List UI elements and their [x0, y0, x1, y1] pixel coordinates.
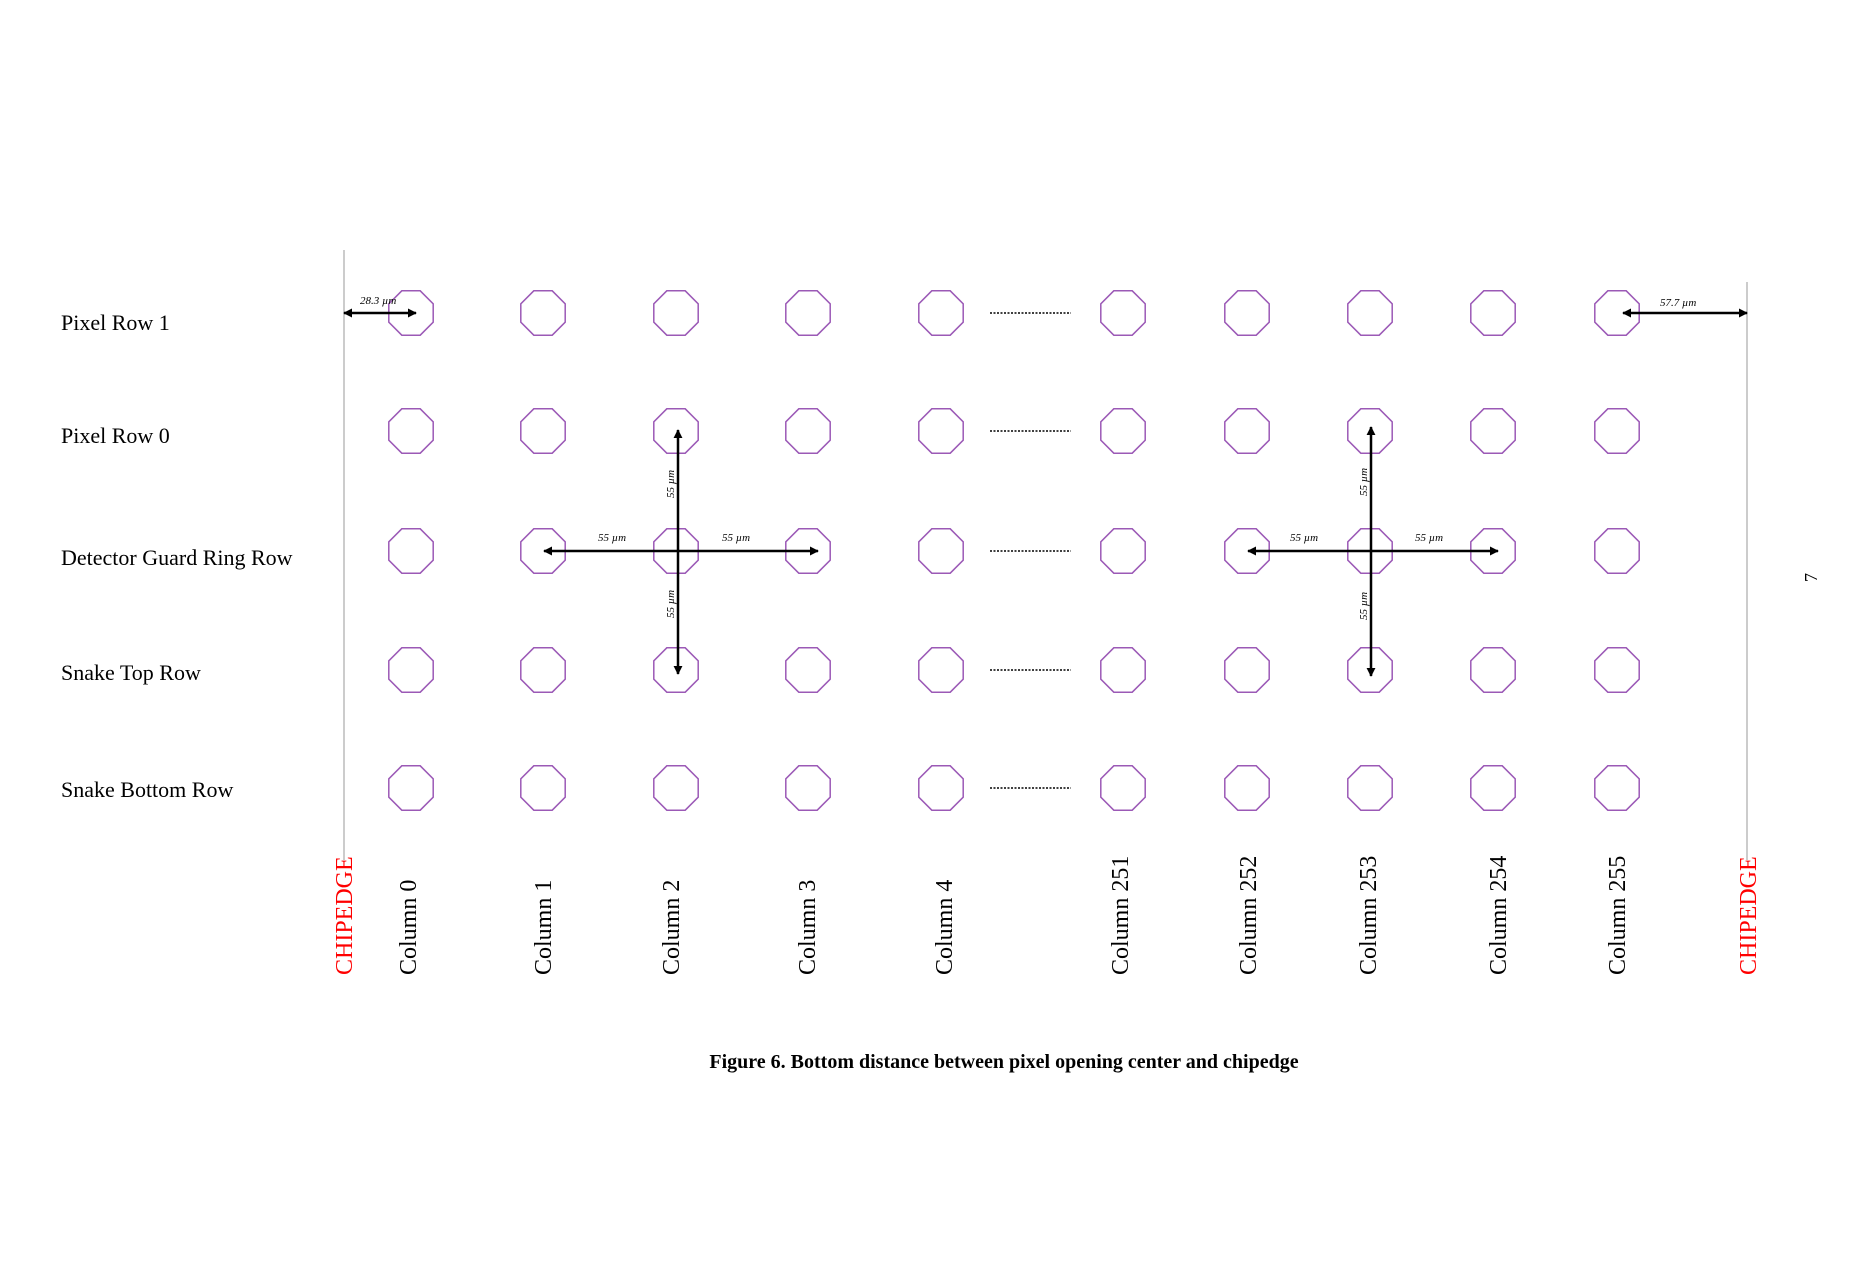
row-label-guard-ring-row: Detector Guard Ring Row [61, 545, 293, 570]
row-label-pixel-row-1: Pixel Row 1 [61, 310, 170, 335]
pitch-label-left-b: 55 µm [1290, 532, 1318, 544]
pixel-opening-r1-c4 [918, 408, 964, 454]
pitch-label-left-a: 55 µm [598, 532, 626, 544]
pixel-opening-r1-c251 [1100, 408, 1146, 454]
pixel-opening-r2-c3 [785, 528, 831, 574]
pixel-opening-r2-c253 [1347, 528, 1393, 574]
pitch-label-down-b: 55 µm [1358, 592, 1370, 620]
chipedge-label-left: CHIPEDGE [332, 856, 358, 975]
column-label-1: Column 1 [531, 880, 557, 975]
pixel-opening-r3-c2 [653, 647, 699, 693]
pixel-grid [388, 290, 1640, 811]
row-label-snake-bottom-row: Snake Bottom Row [61, 777, 233, 802]
column-label-4: Column 4 [932, 880, 958, 975]
pixel-opening-r1-c1 [520, 408, 566, 454]
pitch-label-right-a: 55 µm [722, 532, 750, 544]
pitch-label-down-a: 55 µm [665, 590, 677, 618]
chipedge-label-right: CHIPEDGE [1736, 856, 1762, 975]
pixel-opening-r3-c255 [1594, 647, 1640, 693]
page-number: 7 [1801, 573, 1821, 582]
pixel-opening-r4-c252 [1224, 765, 1270, 811]
pixel-opening-r3-c251 [1100, 647, 1146, 693]
pitch-label-up-a: 55 µm [665, 470, 677, 498]
pixel-opening-r0-c255 [1594, 290, 1640, 336]
pixel-opening-r0-c253 [1347, 290, 1393, 336]
right-edge-dimension-label: 57.7 µm [1660, 297, 1696, 309]
column-label-3: Column 3 [795, 880, 821, 975]
row-label-snake-top-row: Snake Top Row [61, 660, 201, 685]
pitch-label-right-b: 55 µm [1415, 532, 1443, 544]
pixel-opening-r4-c0 [388, 765, 434, 811]
pixel-opening-r1-c255 [1594, 408, 1640, 454]
pixel-opening-r1-c0 [388, 408, 434, 454]
pixel-opening-r1-c2 [653, 408, 699, 454]
pitch-label-up-b: 55 µm [1358, 468, 1370, 496]
pixel-opening-r4-c253 [1347, 765, 1393, 811]
column-label-0: Column 0 [396, 880, 422, 975]
pixel-opening-r1-c252 [1224, 408, 1270, 454]
column-label-255: Column 255 [1605, 856, 1631, 975]
pixel-opening-r0-c4 [918, 290, 964, 336]
pixel-opening-r4-c1 [520, 765, 566, 811]
column-label-2: Column 2 [659, 880, 685, 975]
pixel-opening-r4-c255 [1594, 765, 1640, 811]
pixel-opening-r0-c252 [1224, 290, 1270, 336]
pixel-opening-r2-c4 [918, 528, 964, 574]
pixel-opening-r4-c254 [1470, 765, 1516, 811]
pixel-opening-r3-c253 [1347, 647, 1393, 693]
pixel-opening-r2-c0 [388, 528, 434, 574]
pixel-opening-r1-c254 [1470, 408, 1516, 454]
pixel-opening-r2-c1 [520, 528, 566, 574]
pixel-opening-r0-c254 [1470, 290, 1516, 336]
pixel-opening-r0-c251 [1100, 290, 1146, 336]
pixel-opening-r3-c252 [1224, 647, 1270, 693]
row-label-pixel-row-0: Pixel Row 0 [61, 423, 170, 448]
pixel-opening-r3-c1 [520, 647, 566, 693]
column-label-252: Column 252 [1236, 856, 1262, 975]
pixel-opening-r2-c255 [1594, 528, 1640, 574]
column-label-253: Column 253 [1356, 856, 1382, 975]
pixel-opening-r0-c3 [785, 290, 831, 336]
left-edge-dimension-label: 28.3 µm [360, 295, 396, 307]
pixel-opening-r2-c254 [1470, 528, 1516, 574]
pixel-opening-r4-c251 [1100, 765, 1146, 811]
column-label-254: Column 254 [1486, 856, 1512, 975]
pixel-opening-r4-c3 [785, 765, 831, 811]
pixel-opening-r2-c251 [1100, 528, 1146, 574]
pixel-opening-r0-c1 [520, 290, 566, 336]
pixel-opening-r1-c3 [785, 408, 831, 454]
pixel-opening-r2-c252 [1224, 528, 1270, 574]
pixel-opening-r3-c254 [1470, 647, 1516, 693]
pixel-opening-r4-c4 [918, 765, 964, 811]
pixel-opening-r1-c253 [1347, 408, 1393, 454]
pixel-opening-r0-c0 [388, 290, 434, 336]
pixel-opening-r3-c0 [388, 647, 434, 693]
figure-caption: Figure 6. Bottom distance between pixel … [709, 1051, 1298, 1073]
column-label-251: Column 251 [1108, 856, 1134, 975]
pixel-opening-r3-c3 [785, 647, 831, 693]
pixel-opening-r0-c2 [653, 290, 699, 336]
column-ellipsis-group [990, 312, 1071, 789]
pixel-opening-r3-c4 [918, 647, 964, 693]
pixel-opening-r4-c2 [653, 765, 699, 811]
